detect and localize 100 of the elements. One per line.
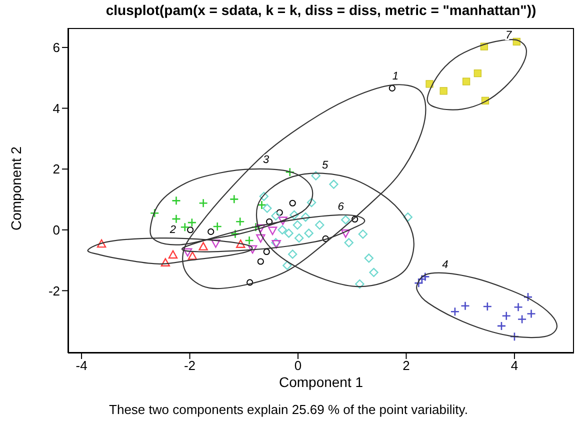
point — [187, 218, 197, 228]
point — [285, 167, 295, 177]
point — [235, 217, 245, 226]
y-axis-title: Component 2 — [8, 146, 24, 230]
point — [262, 204, 272, 213]
point — [523, 292, 533, 302]
point — [263, 248, 270, 256]
point — [388, 84, 396, 92]
point — [322, 235, 329, 242]
point — [315, 220, 324, 230]
point — [187, 226, 194, 234]
point — [440, 87, 448, 95]
point — [278, 216, 288, 226]
point — [208, 228, 214, 235]
annotation: 5 — [322, 159, 329, 172]
point — [306, 198, 316, 208]
point — [517, 314, 527, 324]
point — [460, 301, 470, 311]
point — [282, 260, 292, 270]
point — [358, 230, 368, 239]
point — [352, 216, 358, 223]
point — [329, 180, 338, 189]
point — [172, 214, 181, 224]
point — [341, 215, 350, 224]
point — [266, 218, 273, 225]
point — [229, 194, 239, 204]
point — [271, 211, 280, 220]
point — [272, 240, 281, 248]
x-tick-label: -2 — [184, 358, 196, 374]
point — [474, 70, 482, 78]
point — [403, 212, 412, 222]
point — [514, 302, 523, 312]
chart-title: clusplot(pam(x = sdata, k = k, diss = diss, metric = "manhattan")) — [104, 2, 538, 18]
point — [257, 258, 264, 265]
annotation: 4 — [442, 258, 448, 271]
point — [251, 222, 260, 232]
x-axis-title: Component 1 — [278, 374, 364, 390]
point — [172, 196, 181, 206]
point — [284, 228, 294, 238]
point — [311, 171, 320, 180]
x-tick-label: -4 — [76, 358, 88, 374]
y-tick-label: 2 — [52, 162, 60, 177]
annotation: 7 — [505, 29, 512, 42]
point — [369, 268, 378, 278]
y-tick-label: 0 — [52, 222, 60, 238]
annotation: 1 — [392, 70, 398, 82]
point — [292, 220, 302, 230]
point — [256, 234, 266, 243]
point — [268, 226, 278, 236]
point — [502, 311, 512, 321]
point — [290, 210, 299, 220]
point — [462, 78, 470, 86]
point — [364, 254, 374, 263]
annotation: 2 — [168, 224, 176, 236]
point — [288, 250, 298, 259]
annotation: 6 — [338, 200, 345, 213]
point — [294, 233, 304, 243]
point — [236, 240, 246, 248]
point — [248, 245, 258, 254]
point — [278, 225, 287, 234]
point — [180, 222, 190, 232]
point — [246, 279, 254, 286]
point — [198, 198, 208, 208]
point — [168, 250, 178, 259]
text: These two components explain 25.69 % of the point variability. — [108, 402, 469, 417]
point — [160, 258, 170, 267]
point — [496, 321, 506, 331]
point — [259, 192, 269, 202]
point — [417, 274, 427, 284]
point — [304, 228, 314, 238]
point — [188, 251, 198, 260]
point — [211, 239, 220, 248]
point — [526, 309, 536, 318]
y-tick-label: 6 — [52, 40, 60, 56]
point — [482, 302, 492, 312]
point — [150, 208, 160, 218]
point — [341, 229, 350, 238]
point — [244, 236, 254, 246]
annotation: 3 — [263, 154, 270, 166]
x-tick-label: 2 — [402, 358, 410, 374]
point — [414, 278, 424, 288]
point — [450, 307, 460, 316]
point — [289, 200, 296, 206]
point — [276, 209, 283, 216]
point — [230, 229, 240, 238]
x-tick-label: 0 — [294, 358, 302, 374]
point — [300, 212, 310, 222]
point — [96, 239, 106, 248]
x-tick-label: 4 — [510, 358, 518, 374]
point — [183, 248, 192, 257]
point — [257, 200, 266, 210]
point — [420, 272, 430, 282]
point — [426, 80, 434, 88]
point — [510, 332, 520, 342]
point — [198, 242, 208, 250]
point — [212, 222, 222, 232]
point — [344, 238, 354, 248]
y-tick-label: 4 — [52, 100, 60, 116]
y-tick-label: -2 — [48, 283, 60, 298]
point — [256, 224, 266, 233]
